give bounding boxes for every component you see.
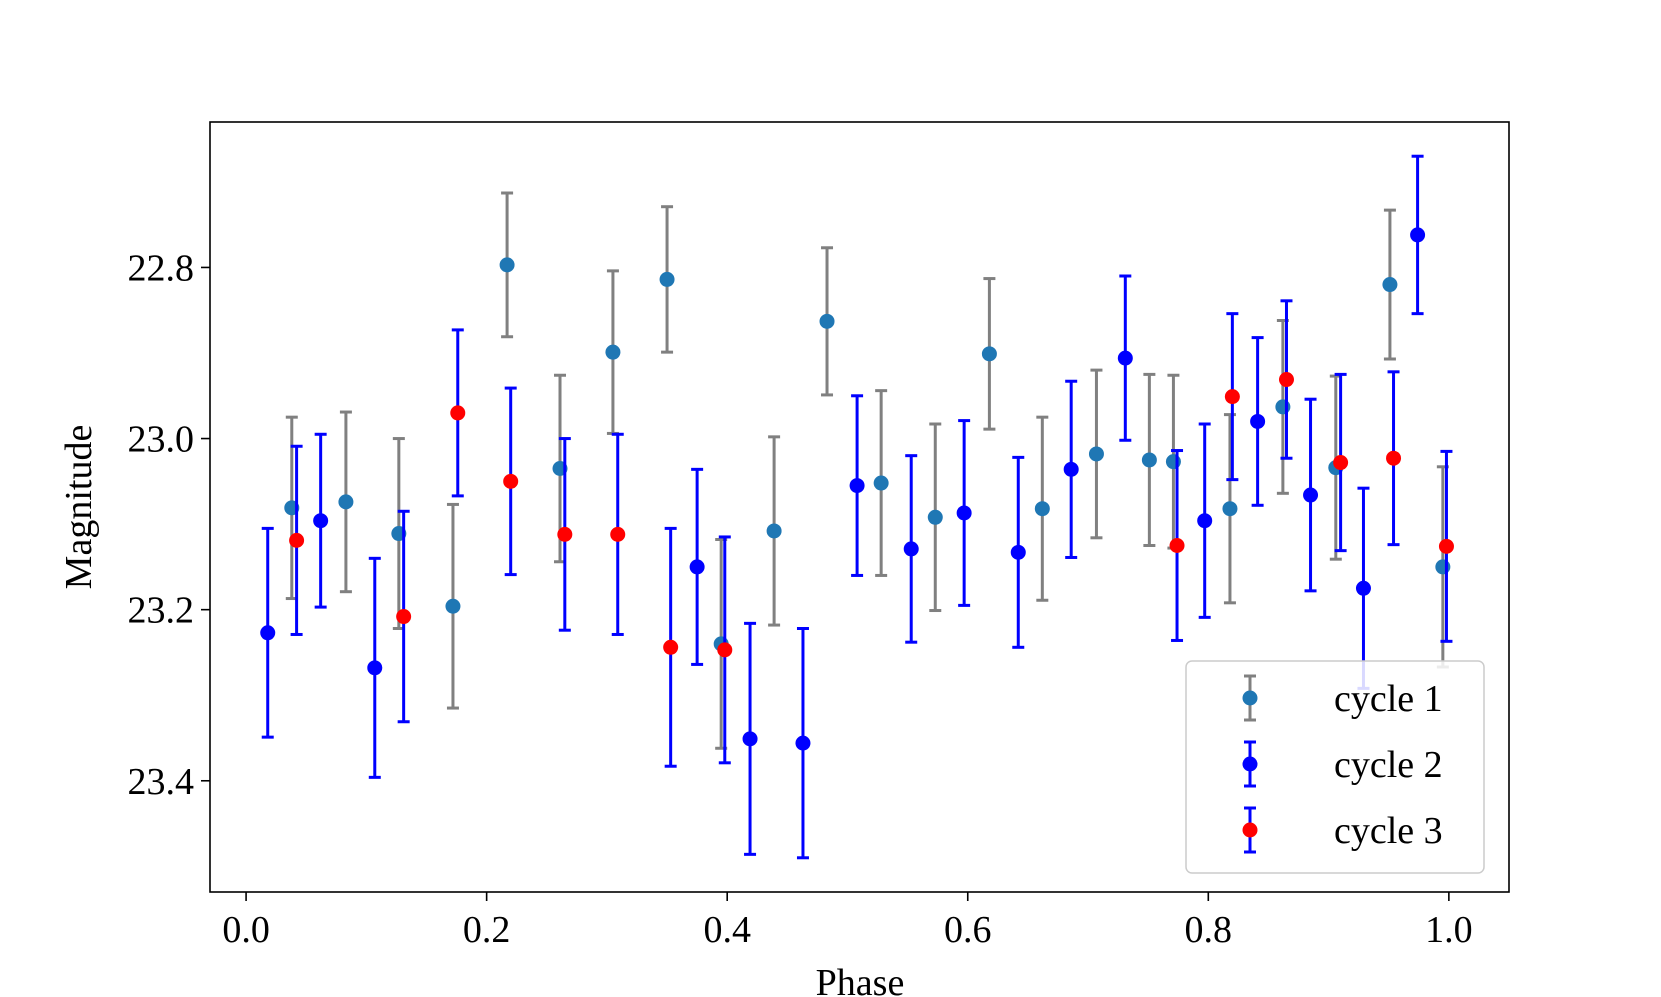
data-point [557, 526, 573, 542]
y-axis: 22.8 23.0 23.2 23.4 [128, 247, 210, 803]
legend-marker [1242, 822, 1258, 838]
legend-label: cycle 1 [1334, 678, 1443, 720]
data-point [260, 625, 276, 641]
data-point [717, 642, 733, 658]
data-point [1169, 538, 1185, 553]
data-point [313, 513, 329, 529]
data-point [849, 478, 865, 494]
x-tick-label: 0.6 [944, 909, 992, 951]
data-point [1088, 446, 1104, 462]
data-point [367, 660, 383, 676]
data-point [795, 735, 811, 751]
data-point [819, 313, 835, 329]
legend-marker [1242, 690, 1258, 706]
legend-label: cycle 2 [1334, 744, 1443, 786]
data-point [873, 475, 889, 491]
legend-box [1185, 660, 1485, 874]
data-point [1333, 455, 1349, 471]
data-point [610, 526, 626, 542]
x-tick-label: 0.8 [1185, 909, 1233, 951]
data-point [1438, 538, 1454, 554]
data-point [1355, 580, 1371, 596]
data-point [289, 532, 305, 548]
data-point [956, 505, 972, 521]
data-point [1034, 501, 1050, 517]
data-point [1063, 461, 1079, 477]
data-point [503, 473, 519, 489]
y-tick-label: 22.8 [128, 247, 195, 289]
data-point [1222, 501, 1238, 517]
data-point [499, 257, 515, 273]
data-point [450, 405, 466, 421]
data-point [1224, 389, 1240, 405]
data-point [1275, 399, 1291, 415]
data-point [338, 494, 354, 510]
data-point [981, 346, 997, 362]
data-point [1435, 559, 1451, 575]
x-axis-label: Phase [816, 962, 905, 997]
data-point [445, 598, 461, 614]
data-point [766, 523, 782, 539]
data-point [689, 559, 705, 575]
x-tick-label: 1.0 [1425, 909, 1473, 951]
data-point [1117, 350, 1133, 366]
series-cycle-2 [260, 154, 1426, 860]
y-tick-label: 23.0 [128, 419, 195, 461]
data-point [1197, 513, 1213, 529]
data-point [396, 609, 412, 625]
series-cycle-3 [289, 299, 1454, 768]
y-tick-label: 23.4 [128, 761, 195, 803]
x-tick-label: 0.2 [463, 909, 511, 951]
data-point [605, 344, 621, 360]
data-point [1382, 277, 1398, 293]
x-tick-label: 0.0 [222, 909, 270, 951]
data-point [1141, 452, 1157, 468]
y-tick-label: 23.2 [128, 590, 195, 632]
plot-content [260, 154, 1454, 860]
data-point [1278, 372, 1294, 388]
plot-frame [209, 121, 1510, 893]
data-point [1386, 450, 1402, 466]
data-point [1250, 413, 1266, 429]
x-axis: 0.0 0.2 0.4 0.6 0.8 1.0 [222, 892, 1473, 951]
legend: cycle 1 cycle 2 cycle 3 [1185, 660, 1485, 874]
data-point [927, 509, 943, 525]
data-point [742, 731, 758, 747]
data-point [1410, 227, 1426, 243]
legend-label: cycle 3 [1334, 810, 1443, 852]
x-tick-label: 0.4 [703, 909, 751, 951]
data-point [659, 271, 675, 287]
data-point [1165, 454, 1181, 470]
data-point [903, 541, 919, 557]
y-axis-label: Magnitude [58, 425, 100, 590]
data-point [1010, 544, 1026, 560]
legend-marker [1242, 756, 1258, 772]
data-point [1303, 487, 1319, 503]
data-point [663, 639, 679, 655]
